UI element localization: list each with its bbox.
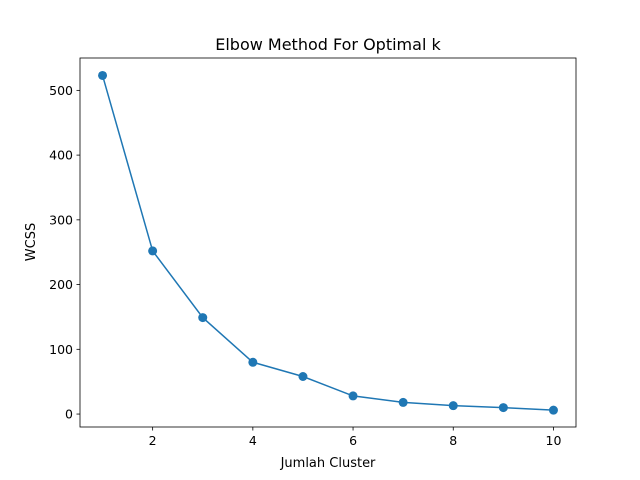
y-tick-label: 400 [49, 148, 73, 163]
plot-area [80, 58, 576, 427]
data-point [298, 372, 308, 382]
x-tick-label: 8 [449, 433, 457, 448]
x-tick-label: 10 [546, 433, 562, 448]
x-axis-ticks: 2 4 6 8 10 [149, 427, 562, 448]
y-tick-label: 500 [49, 83, 73, 98]
data-point [198, 313, 208, 323]
y-tick-label: 0 [65, 407, 73, 422]
chart-title: Elbow Method For Optimal k [215, 35, 441, 54]
data-point [548, 405, 558, 415]
x-tick-label: 6 [349, 433, 357, 448]
plot-frame [79, 57, 577, 428]
data-point [398, 397, 408, 407]
data-point [248, 357, 258, 367]
y-tick-label: 200 [49, 277, 73, 292]
series-layer [98, 70, 558, 415]
data-point [498, 403, 508, 413]
y-tick-label: 300 [49, 212, 73, 227]
x-tick-label: 2 [149, 433, 157, 448]
data-point [98, 70, 108, 80]
data-point [148, 246, 158, 256]
y-tick-label: 100 [49, 342, 73, 357]
y-axis-label: WCSS [24, 223, 39, 261]
series-line [101, 75, 554, 411]
y-axis-ticks: 0 100 200 300 400 500 [49, 83, 80, 422]
x-tick-label: 4 [249, 433, 257, 448]
x-axis-label: Jumlah Cluster [280, 456, 376, 471]
data-point [448, 401, 458, 411]
data-point [348, 391, 358, 401]
